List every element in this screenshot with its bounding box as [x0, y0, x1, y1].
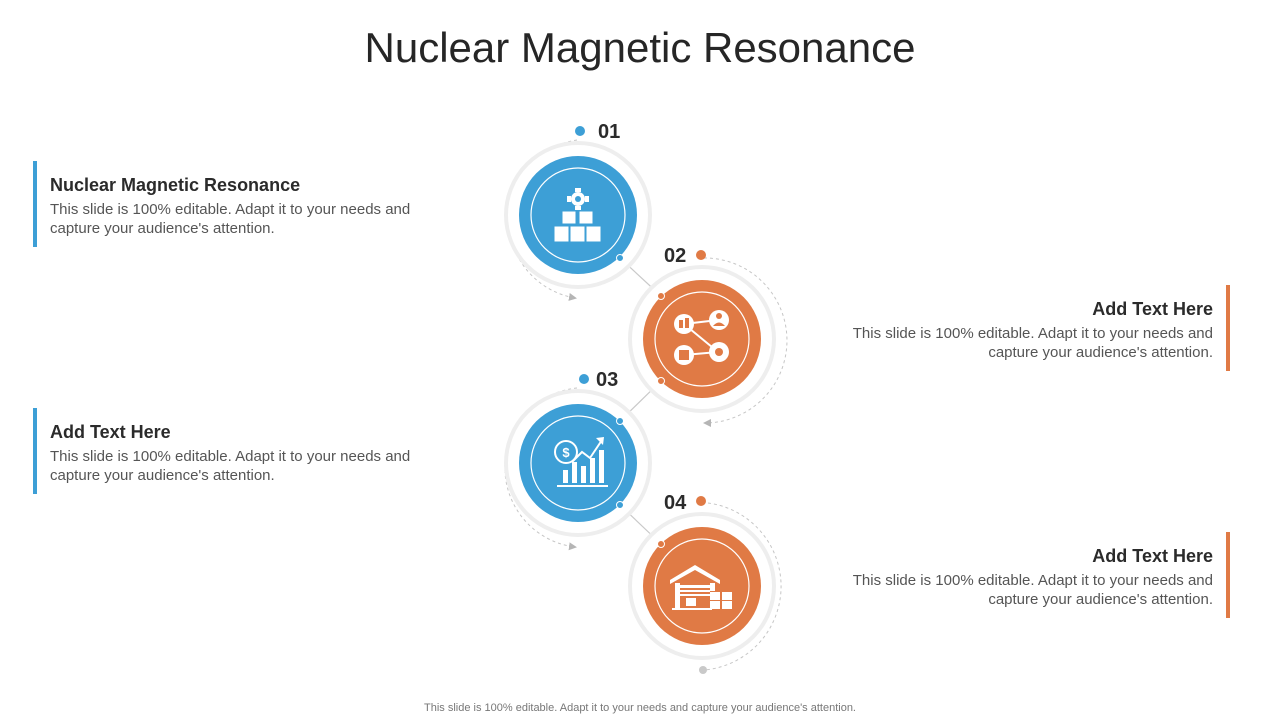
step-3-dot	[579, 374, 589, 384]
step-3-description: This slide is 100% editable. Adapt it to…	[50, 448, 411, 484]
step-3-heading: Add Text Here	[50, 422, 171, 442]
warehouse-icon	[670, 565, 732, 610]
footer-note: This slide is 100% editable. Adapt it to…	[424, 702, 856, 714]
step-2-text-block: Add Text Here This slide is 100% editabl…	[830, 285, 1230, 371]
step-2-dot	[696, 250, 706, 260]
svg-text:$: $	[562, 445, 570, 460]
end-dot	[699, 666, 707, 674]
step-1-heading: Nuclear Magnetic Resonance	[50, 175, 301, 195]
step-4-description: This slide is 100% editable. Adapt it to…	[852, 572, 1213, 608]
growth-chart-icon: $	[554, 437, 608, 487]
step-2-heading: Add Text Here	[1092, 299, 1213, 319]
step-1-node: 01	[504, 121, 652, 301]
boxes-gear-icon	[553, 188, 602, 243]
step-4-text-block: Add Text Here This slide is 100% editabl…	[830, 532, 1230, 618]
step-4-dot	[696, 496, 706, 506]
step-3-text-block: Add Text Here This slide is 100% editabl…	[33, 408, 433, 494]
step-4-number: 04	[664, 492, 687, 514]
step-1-text-block: Nuclear Magnetic Resonance This slide is…	[33, 161, 433, 247]
step-4-node: 04	[628, 492, 782, 674]
step-1-number: 01	[598, 121, 620, 143]
step-1-dot	[575, 126, 585, 136]
step-4-heading: Add Text Here	[1092, 546, 1213, 566]
network-icon	[674, 310, 729, 365]
page-title: Nuclear Magnetic Resonance	[364, 24, 916, 71]
step-2-description: This slide is 100% editable. Adapt it to…	[852, 325, 1213, 361]
step-3-number: 03	[596, 369, 618, 391]
step-2-dashed-arc	[703, 257, 788, 427]
step-4-dashed-arc	[703, 502, 782, 671]
step-3-node: 03 $	[504, 369, 652, 551]
step-1-description: This slide is 100% editable. Adapt it to…	[50, 201, 411, 237]
step-2-node: 02	[628, 245, 788, 427]
step-2-number: 02	[664, 245, 686, 267]
